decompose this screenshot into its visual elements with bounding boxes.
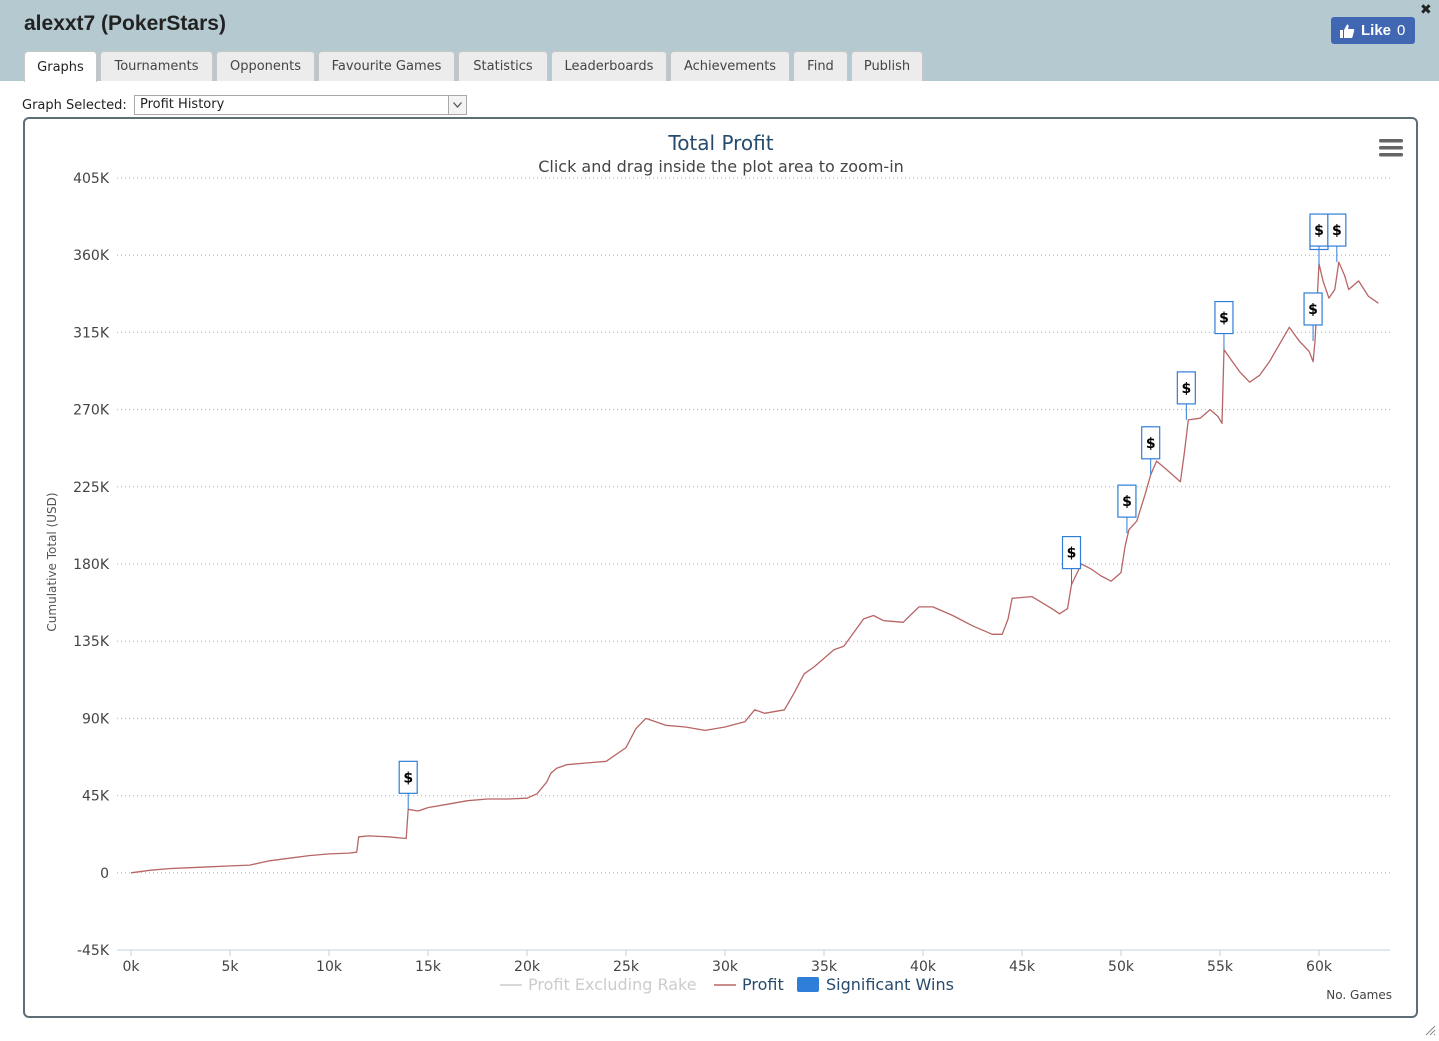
- graph-select-dropdown[interactable]: Profit History: [134, 95, 467, 115]
- chart-menu-icon[interactable]: [1379, 139, 1403, 157]
- graph-select-label: Graph Selected:: [22, 98, 127, 113]
- svg-text:$: $: [403, 770, 413, 786]
- tab-statistics[interactable]: Statistics: [458, 51, 548, 81]
- tab-opponents[interactable]: Opponents: [216, 51, 315, 81]
- tab-find[interactable]: Find: [793, 51, 848, 81]
- svg-text:$: $: [1181, 381, 1191, 397]
- y-tick-label: 0: [100, 866, 109, 882]
- tab-leaderboards[interactable]: Leaderboards: [551, 51, 667, 81]
- x-tick-label: 15k: [415, 959, 442, 975]
- chevron-down-icon[interactable]: [448, 96, 466, 114]
- svg-text:$: $: [1146, 436, 1156, 452]
- chart-subtitle: Click and drag inside the plot area to z…: [538, 157, 904, 176]
- x-axis-title: No. Games: [1326, 988, 1392, 1002]
- svg-text:$: $: [1067, 546, 1077, 562]
- window-header: alexxt7 (PokerStars) ✖ Like 0 Graphs Tou…: [0, 0, 1439, 82]
- tab-publish[interactable]: Publish: [851, 51, 923, 81]
- significant-win-flag[interactable]: $: [1061, 535, 1082, 585]
- x-tick-label: 5k: [221, 959, 239, 975]
- thumbs-up-icon: [1340, 24, 1355, 38]
- x-tick-label: 35k: [811, 959, 838, 975]
- x-tick-label: 60k: [1306, 959, 1333, 975]
- svg-text:$: $: [1308, 302, 1318, 318]
- like-label: Like: [1361, 22, 1392, 39]
- y-tick-label: 225K: [73, 480, 110, 496]
- legend-item-profit[interactable]: Profit: [742, 975, 784, 994]
- profit-series-line: [130, 261, 1379, 874]
- tab-tournaments[interactable]: Tournaments: [100, 51, 213, 81]
- significant-win-flag[interactable]: $: [398, 760, 418, 810]
- tab-achievements[interactable]: Achievements: [670, 51, 790, 81]
- y-axis-title: Cumulative Total (USD): [45, 492, 59, 631]
- y-tick-label: 180K: [73, 557, 110, 573]
- like-count: 0: [1397, 22, 1406, 39]
- significant-win-flag[interactable]: $: [1117, 484, 1137, 534]
- facebook-like-button[interactable]: Like 0: [1331, 17, 1415, 44]
- svg-text:$: $: [1122, 494, 1132, 510]
- close-icon[interactable]: ✖: [1420, 2, 1432, 18]
- chart-container: Total Profit Click and drag inside the pl…: [23, 117, 1418, 1018]
- significant-win-flag[interactable]: $: [1303, 292, 1323, 341]
- y-tick-label: 270K: [73, 403, 110, 419]
- significant-win-flag[interactable]: $: [1176, 371, 1196, 420]
- x-tick-label: 30k: [712, 959, 739, 975]
- x-tick-label: 0k: [122, 959, 140, 975]
- significant-win-flag[interactable]: $: [1214, 300, 1234, 350]
- legend-item-significant-wins[interactable]: Significant Wins: [826, 975, 954, 994]
- x-tick-label: 50k: [1108, 959, 1135, 975]
- significant-win-flag[interactable]: $: [1327, 213, 1347, 263]
- x-tick-label: 20k: [514, 959, 541, 975]
- y-tick-label: 405K: [73, 171, 110, 187]
- svg-text:$: $: [1219, 311, 1229, 327]
- svg-text:$: $: [1314, 223, 1324, 239]
- resize-grip-icon[interactable]: [1424, 1024, 1436, 1036]
- x-tick-label: 40k: [910, 959, 937, 975]
- chart-title: Total Profit: [667, 131, 773, 155]
- profit-chart[interactable]: Total Profit Click and drag inside the pl…: [25, 119, 1416, 1016]
- graph-select-value: Profit History: [140, 97, 225, 112]
- legend-symbol-significant-wins: [797, 977, 819, 992]
- y-tick-label: 45K: [82, 789, 110, 805]
- graph-select-row: Graph Selected: Profit History: [22, 95, 467, 116]
- x-tick-label: 55k: [1207, 959, 1234, 975]
- x-tick-label: 25k: [613, 959, 640, 975]
- tab-graphs[interactable]: Graphs: [24, 51, 97, 82]
- svg-text:$: $: [1332, 223, 1342, 239]
- y-tick-label: 315K: [73, 325, 110, 341]
- x-tick-label: 45k: [1009, 959, 1036, 975]
- y-tick-label: 135K: [73, 634, 110, 650]
- x-tick-label: 10k: [316, 959, 343, 975]
- window-title: alexxt7 (PokerStars): [24, 12, 226, 35]
- y-tick-label: 90K: [82, 711, 110, 727]
- significant-win-flag[interactable]: $: [1141, 426, 1161, 475]
- y-tick-label: 360K: [73, 248, 110, 264]
- y-tick-label: -45K: [77, 943, 110, 959]
- tab-favourite-games[interactable]: Favourite Games: [318, 51, 455, 81]
- legend-item-profit-excluding-rake[interactable]: Profit Excluding Rake: [528, 975, 697, 994]
